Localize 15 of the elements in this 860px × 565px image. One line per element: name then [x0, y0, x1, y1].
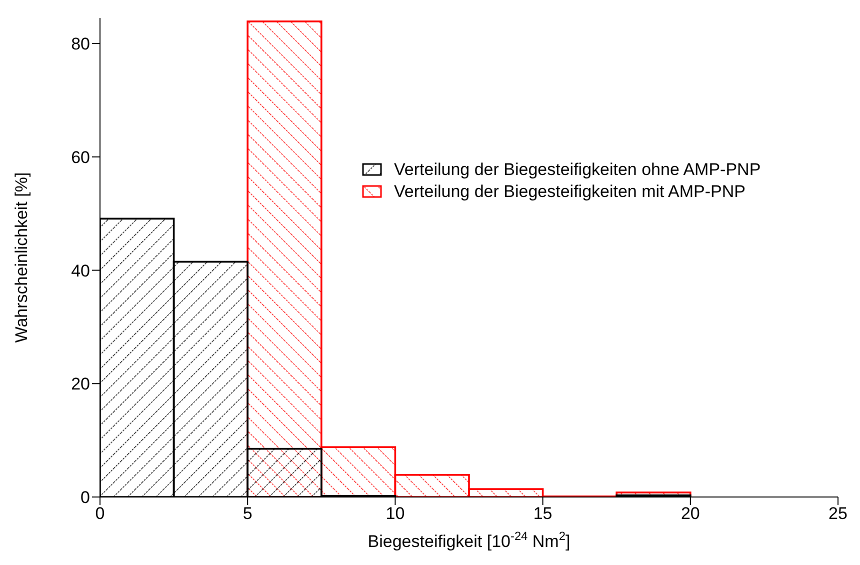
y-axis-title: Wahrscheinlichkeit [%] [12, 172, 32, 343]
y-tick-label: 40 [71, 261, 90, 280]
x-tick-label: 0 [95, 504, 105, 524]
y-tick-label: 80 [71, 34, 90, 54]
legend-label: Verteilung der Biegesteifigkeiten ohne AMP-PNP [394, 160, 761, 180]
x-tick-label: 10 [386, 504, 405, 524]
legend-label: Verteilung der Biegesteifigkeiten mit AMP-PNP [394, 182, 746, 202]
x-axis-title: Biegesteifigkeit [10$^{-24}$ Nm$^{2}$] [368, 529, 570, 551]
x-tick-label: 20 [680, 504, 700, 524]
y-tick-label: 60 [71, 148, 90, 167]
y-tick-label: 0 [80, 488, 90, 508]
x-tick-label: 5 [242, 504, 252, 524]
y-tick-label: 20 [71, 374, 90, 394]
x-tick-label: 15 [533, 504, 552, 524]
x-tick-label: 25 [828, 504, 848, 524]
